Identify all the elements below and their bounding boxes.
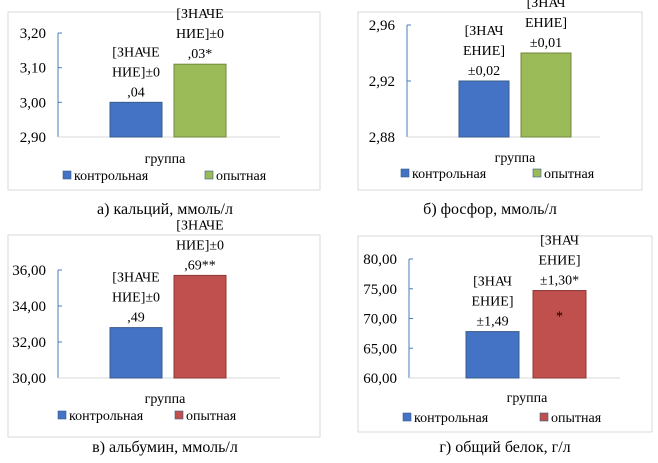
data-label: НИЕ]±0 [112,65,160,80]
bar-опытная [520,52,572,138]
y-tick-label: 80,00 [363,252,397,268]
chart-3: 60,00 65,00 70,00 75,00 80,00 [ЗНАЧ ЕНИЕ] ±1,49… [357,234,653,433]
y-tick-label: 36,00 [12,263,46,279]
data-label: [ЗНАЧЕ [176,218,223,233]
caption-albumin: в) альбумин, ммоль/л [92,439,238,456]
y-tick-label: 3,10 [20,61,46,77]
y-tick-label: 75,00 [363,282,397,298]
x-axis-label: группа [507,391,549,406]
y-tick-label: 2,92 [369,74,395,90]
data-label: ,69** [184,258,216,273]
data-label: НИЕ]±0 [176,238,224,253]
y-tick-label: 30,00 [12,371,46,387]
chart-2: 30,00 32,00 34,00 36,00 [ЗНАЧЕ НИЕ]±0 ,49 [ЗНАЧ… [7,218,321,438]
data-label: ,04 [127,85,145,100]
data-label: [ЗНАЧ [465,24,504,39]
data-label: ЕНИЕ] [525,16,567,31]
bar-опытная [173,63,227,138]
caption-total-protein: г) общий белок, г/л [439,439,571,456]
y-tick-label: 2,90 [20,130,46,146]
legend-label: опытная [186,409,237,424]
data-label: ЕНИЕ] [463,44,505,59]
data-label: [ЗНАЧ [527,0,566,11]
caption-calcium: а) кальций, ммоль/л [97,201,233,218]
legend-swatch [402,412,412,422]
legend-label: опытная [216,169,267,184]
y-tick-label: 60,00 [363,371,397,387]
data-label: ЕНИЕ] [472,295,514,310]
caption-phosphorus: б) фосфор, ммоль/л [423,201,557,218]
legend-swatch [174,410,184,420]
data-label: ±0,02 [468,64,500,79]
legend-swatch [532,168,542,178]
y-tick-label: 32,00 [12,335,46,351]
data-label: ±1,30* [540,274,579,289]
data-label: ±0,01 [530,36,562,51]
data-label: * [556,310,563,325]
x-axis-label: группа [145,392,187,407]
data-label: [ЗНАЧЕ [176,7,223,22]
data-label: ,49 [127,311,145,326]
y-tick-label: 34,00 [12,299,46,315]
legend-swatch [539,412,549,422]
data-label: ,03* [188,47,213,62]
data-label: [ЗНАЧЕ [112,45,159,60]
chart-frame [7,11,321,191]
data-label: [ЗНАЧ [473,275,512,290]
legend-swatch [57,410,67,420]
bar-опытная [173,274,227,379]
y-tick-label: 2,96 [369,18,396,34]
legend-label: опытная [544,167,595,182]
y-tick-label: 65,00 [363,341,397,357]
bar-контрольная [458,80,510,138]
bar-контрольная [465,331,520,379]
y-tick-label: 70,00 [363,312,397,328]
legend-swatch [62,170,72,180]
data-label: НИЕ]±0 [112,291,160,306]
chart-frame [7,234,321,438]
bar-контрольная [109,101,163,138]
data-label: ЕНИЕ] [539,254,581,269]
legend-label: опытная [551,411,602,426]
legend-label: контрольная [74,169,149,184]
bar-опытная [532,290,587,379]
data-label: НИЕ]±0 [176,27,224,42]
y-tick-label: 2,88 [369,130,395,146]
legend-label: контрольная [412,167,487,182]
legend-swatch [400,168,410,178]
data-label: [ЗНАЧЕ [112,271,159,286]
y-tick-label: 3,00 [20,95,46,111]
x-axis-label: группа [495,151,537,166]
chart-1: 2,88 2,92 2,96 [ЗНАЧ ЕНИЕ] ±0,02 [ЗНАЧ ЕНИЕ] ±0,… [357,0,643,191]
y-tick-label: 3,20 [20,26,46,42]
data-label: ±1,49 [476,315,508,330]
legend-label: контрольная [69,409,144,424]
x-axis-label: группа [145,152,187,167]
bar-контрольная [109,327,163,379]
data-label: [ЗНАЧ [540,234,579,249]
chart-0: 2,90 3,00 3,10 3,20 [ЗНАЧЕ НИЕ]±0 ,04 [ЗНАЧЕ НИЕ… [7,7,321,191]
legend-swatch [204,170,214,180]
legend-label: контрольная [414,411,489,426]
